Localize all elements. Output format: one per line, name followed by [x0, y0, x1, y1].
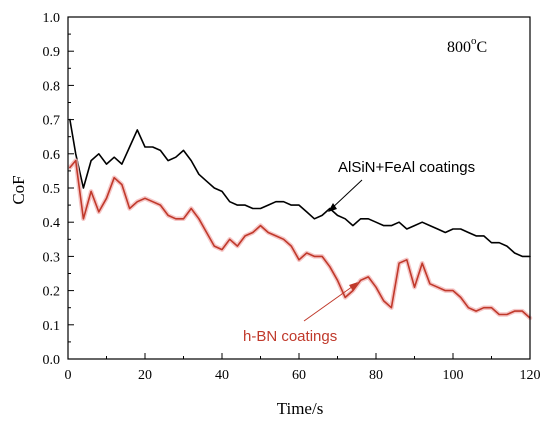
temperature-label: 800oC — [447, 35, 487, 56]
y-tick-label: 0.8 — [43, 79, 61, 94]
x-tick-label: 80 — [369, 368, 383, 383]
y-tick-label: 0.3 — [43, 250, 61, 265]
series-label-alsin-feal: AlSiN+FeAl coatings — [338, 159, 475, 176]
temperature-value: 800 — [447, 39, 471, 56]
series-arrowhead-hbn — [349, 282, 358, 291]
temperature-unit: C — [477, 39, 488, 56]
y-tick-label: 0.0 — [43, 353, 61, 368]
series-label-hbn: h-BN coatings — [243, 328, 337, 345]
y-axis-title: CoF — [9, 175, 28, 204]
x-tick-label: 120 — [520, 368, 541, 383]
series-arrow-alsin-feal — [329, 179, 363, 211]
tick-layer: 0 20 40 60 80 100 120 0.0 0.1 0.2 0.3 0.4 0.5 0.6 0.7 0… — [43, 11, 541, 383]
y-tick-label: 0.4 — [43, 216, 61, 231]
y-tick-label: 0.9 — [43, 45, 61, 60]
series-line-hbn — [69, 159, 531, 319]
x-tick-label: 60 — [292, 368, 306, 383]
y-tick-label: 0.6 — [43, 148, 61, 163]
y-tick-label: 0.7 — [43, 114, 61, 129]
x-axis-title: Time/s — [277, 399, 324, 418]
series-layer — [67, 118, 533, 321]
y-tick-label: 0.1 — [43, 319, 61, 334]
y-tick-label: 0.2 — [43, 285, 61, 300]
series-line-halo — [67, 158, 533, 321]
y-tick-label: 1.0 — [43, 11, 61, 26]
degree-superscript: o — [471, 35, 477, 47]
plot-frame — [67, 16, 531, 360]
y-tick-label: 0.5 — [43, 182, 61, 197]
series-line-alsin-feal — [69, 118, 531, 258]
x-tick-label: 20 — [138, 368, 152, 383]
series-arrowhead-alsin-feal — [328, 203, 337, 212]
series-arrow-hbn — [303, 283, 357, 322]
x-tick-label: 40 — [215, 368, 229, 383]
x-tick-label: 0 — [65, 368, 72, 383]
x-tick-label: 100 — [443, 368, 464, 383]
